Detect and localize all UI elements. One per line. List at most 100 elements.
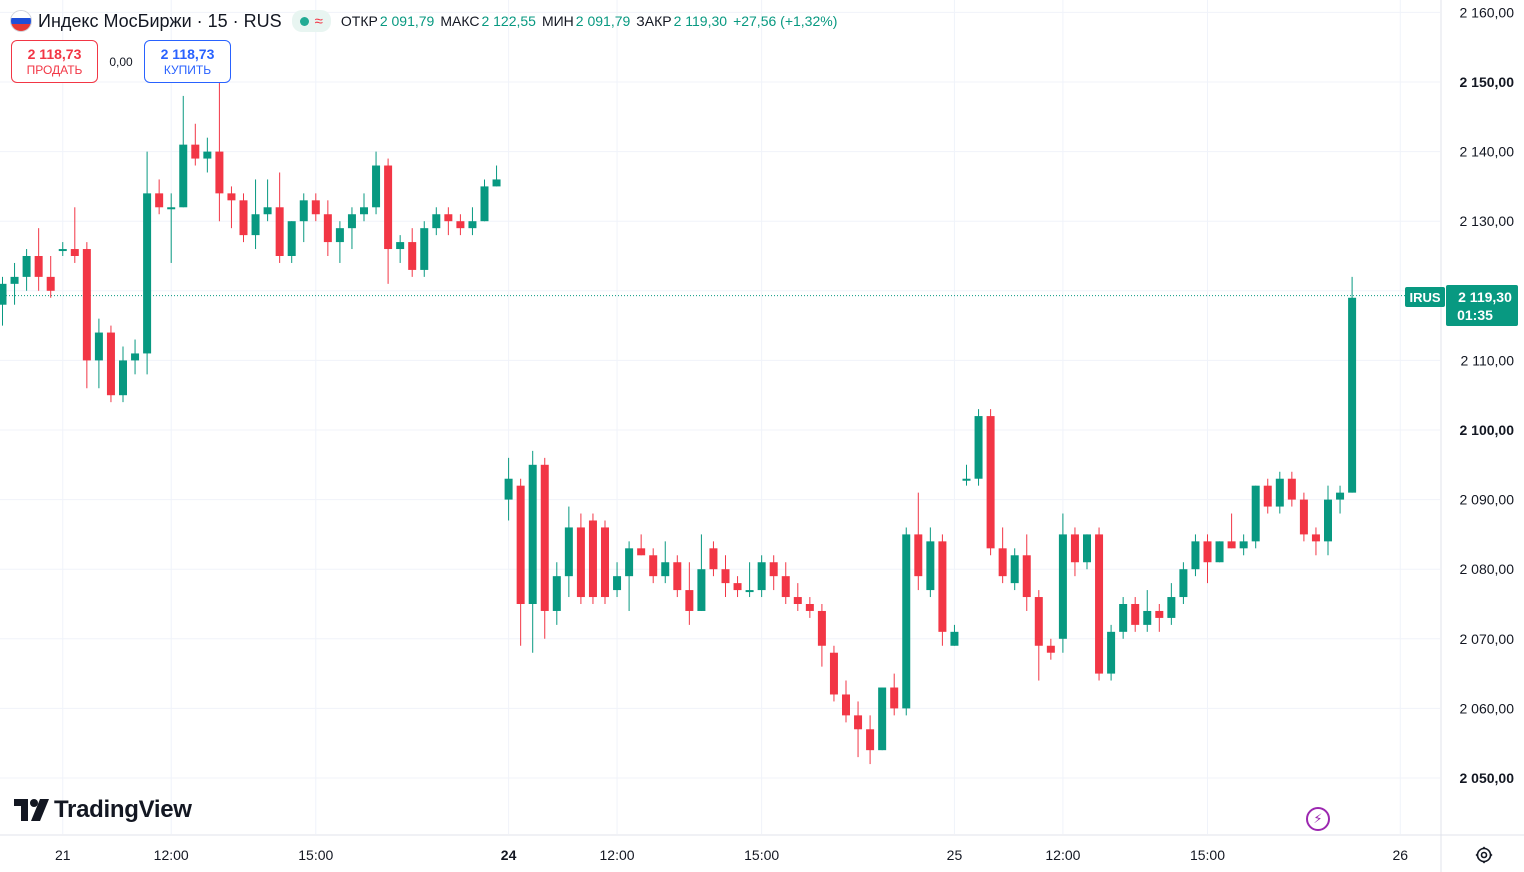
candle-body xyxy=(697,569,706,611)
candle xyxy=(781,562,790,604)
candle xyxy=(372,151,381,215)
candle xyxy=(1299,492,1308,542)
market-status-badge[interactable]: ≈ xyxy=(291,10,331,32)
candle xyxy=(733,576,742,598)
candle-body xyxy=(203,151,212,159)
candle xyxy=(456,214,465,236)
price-label-symbol: IRUS xyxy=(1409,290,1440,305)
candle xyxy=(938,534,947,646)
candle xyxy=(673,555,682,598)
candle-body xyxy=(1083,534,1091,563)
candle-body xyxy=(769,562,778,577)
candle-body xyxy=(106,332,115,396)
candle-body xyxy=(1167,597,1176,618)
candle xyxy=(299,193,308,243)
buy-label: КУПИТЬ xyxy=(163,62,212,77)
candle xyxy=(842,680,850,723)
candle xyxy=(131,339,140,375)
time-tick-label: 15:00 xyxy=(744,847,779,863)
candle-body xyxy=(1239,541,1248,549)
candle xyxy=(793,583,802,611)
candle-body xyxy=(793,597,802,604)
time-tick-label: 15:00 xyxy=(1190,847,1225,863)
buy-button[interactable]: 2 118,73 КУПИТЬ xyxy=(144,40,231,83)
candle-body xyxy=(215,151,224,194)
candle xyxy=(22,249,31,291)
candle-body xyxy=(131,353,140,361)
price-tick-label: 2 090,00 xyxy=(1460,492,1515,508)
candle-body xyxy=(1179,569,1188,598)
lightning-icon[interactable]: ⚡ xyxy=(1306,807,1330,831)
candle xyxy=(239,193,248,243)
settings-gear-icon[interactable] xyxy=(1474,845,1494,865)
candle xyxy=(480,179,489,222)
candle-body xyxy=(528,464,537,604)
candle-body xyxy=(1143,610,1152,625)
candle-body xyxy=(1058,534,1067,639)
candle xyxy=(1034,590,1043,681)
candle xyxy=(215,82,224,222)
candle-body xyxy=(962,478,971,481)
candle xyxy=(613,562,622,598)
candle xyxy=(805,597,814,618)
candle-body xyxy=(1215,541,1224,563)
candle-body xyxy=(251,214,260,236)
time-tick-label: 26 xyxy=(1393,847,1409,863)
candle xyxy=(275,172,284,263)
candle xyxy=(854,701,863,758)
ohlc-low-label: МИН xyxy=(541,13,574,29)
candle-body xyxy=(167,207,176,210)
price-tick-label: 2 080,00 xyxy=(1460,561,1515,577)
candle-body xyxy=(1191,541,1200,570)
time-axis[interactable]: 21 12:00 15:00 24 12:00 15:00 25 12:00 15:00 26 xyxy=(55,847,1408,863)
candle-body xyxy=(745,590,754,593)
candle-body xyxy=(1107,631,1116,674)
symbol-title[interactable]: Индекс МосБиржи · 15 · RUS xyxy=(38,10,282,31)
candle xyxy=(829,645,838,702)
candle-body xyxy=(733,583,742,591)
candle-body xyxy=(950,631,959,646)
candle-body xyxy=(323,214,332,243)
candle-body xyxy=(998,548,1007,577)
candle-body xyxy=(143,193,152,354)
candle-body xyxy=(1010,555,1019,584)
candle xyxy=(914,492,923,591)
candle xyxy=(34,228,43,291)
candle xyxy=(468,207,477,236)
candle-body xyxy=(902,534,911,709)
candle-body xyxy=(926,541,935,591)
candle-body xyxy=(287,221,296,256)
candle-body xyxy=(1095,534,1104,674)
candle xyxy=(58,242,67,256)
candle xyxy=(962,464,971,486)
candle xyxy=(637,534,646,556)
candle-body xyxy=(46,276,55,291)
ohlc-open-value: 2 091,79 xyxy=(379,13,435,29)
candle-body xyxy=(360,207,368,215)
candle xyxy=(432,207,441,236)
candle xyxy=(721,555,730,598)
candle xyxy=(70,207,79,263)
tradingview-logo[interactable]: TradingView xyxy=(14,796,192,824)
candle-body xyxy=(22,256,31,277)
price-axis[interactable]: 2 160,00 2 150,00 2 140,00 2 130,00 2 110,00… xyxy=(1460,4,1515,786)
sell-button[interactable]: 2 118,73 ПРОДАТЬ xyxy=(11,40,98,83)
market-open-dot-icon xyxy=(299,16,309,26)
chart-header: Индекс МосБиржи · 15 · RUS ≈ ОТКР 2 091,… xyxy=(10,8,843,34)
candle xyxy=(926,527,935,598)
candle xyxy=(745,562,754,598)
candle xyxy=(492,165,501,187)
candle xyxy=(1336,485,1345,514)
candle xyxy=(902,527,911,716)
candle xyxy=(661,541,670,584)
candle-body xyxy=(588,520,597,598)
candle-body xyxy=(10,276,19,284)
candle-body xyxy=(721,569,730,584)
candle xyxy=(323,200,332,256)
candle xyxy=(697,534,706,611)
candle-body xyxy=(1263,485,1272,507)
candle xyxy=(1324,485,1332,556)
candle xyxy=(347,207,356,250)
candle-body xyxy=(311,200,320,215)
